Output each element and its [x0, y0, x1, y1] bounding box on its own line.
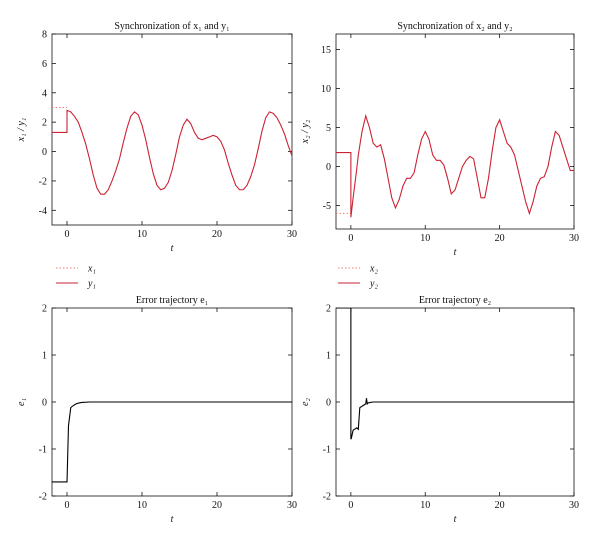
chart-panel-3: 0 10 20 30 -2 -1 0 1 2 Error trajectory e₁ t e₁ — [16, 295, 297, 525]
x-tick-label: 10 — [420, 500, 430, 511]
y-tick-label: -2 — [323, 492, 331, 503]
x-tick-label: 30 — [569, 233, 579, 244]
x-tick-label: 30 — [569, 500, 579, 511]
y-tick-label: 2 — [326, 304, 331, 315]
chart-title: Synchronization of x₂ and y₂ — [397, 21, 512, 32]
y-tick-label: 0 — [326, 162, 331, 173]
x-tick-label: 20 — [212, 500, 222, 511]
legend-label: y₁ — [87, 279, 96, 290]
y-tick-label: -2 — [39, 176, 47, 187]
chart-panel-4: 0 10 20 30 -2 -1 0 1 2 Error trajectory e₂ t e₂ — [300, 295, 579, 525]
x-tick-label: 10 — [420, 233, 430, 244]
legend-label: x₂ — [369, 264, 378, 275]
y-tick-label: 0 — [326, 398, 331, 409]
x-tick-label: 20 — [212, 229, 222, 240]
y-tick-label: 8 — [42, 30, 47, 41]
x-axis-label: t — [171, 243, 174, 254]
y-tick-label: 2 — [42, 118, 47, 129]
y-tick-label: -4 — [39, 206, 47, 217]
x-tick-label: 20 — [495, 233, 505, 244]
plot-frame — [51, 33, 293, 226]
x-tick-label: 10 — [137, 500, 147, 511]
y-tick-label: 15 — [321, 45, 331, 56]
y-axis-label: x₁ / y₁ — [16, 118, 27, 143]
y-tick-label: 10 — [321, 84, 331, 95]
chart-title: Error trajectory e₂ — [419, 295, 491, 306]
y-tick-label: -5 — [323, 201, 331, 212]
x-tick-label: 30 — [287, 229, 297, 240]
plot-frame — [335, 33, 575, 230]
series-line-e₂ — [336, 308, 574, 440]
y-axis-label: e₁ — [16, 398, 27, 406]
y-tick-label: 5 — [326, 123, 331, 134]
y-tick-label: -1 — [323, 445, 331, 456]
x-tick-label: 10 — [137, 229, 147, 240]
y-tick-label: 0 — [42, 398, 47, 409]
x-tick-label: 0 — [65, 229, 70, 240]
y-tick-label: 2 — [42, 304, 47, 315]
x-axis-label: t — [454, 247, 457, 258]
y-tick-label: 1 — [326, 351, 331, 362]
y-tick-label: 0 — [42, 147, 47, 158]
legend-label: y₂ — [369, 279, 378, 290]
y-tick-label: -2 — [39, 492, 47, 503]
x-tick-label: 0 — [348, 233, 353, 244]
x-tick-label: 0 — [348, 500, 353, 511]
y-tick-label: -1 — [39, 445, 47, 456]
x-tick-label: 0 — [65, 500, 70, 511]
y-axis-label: e₂ — [300, 398, 311, 406]
x-axis-label: t — [171, 514, 174, 525]
y-axis-label: x₂ / y₂ — [300, 119, 311, 144]
series-line-y₂ — [336, 113, 574, 218]
chart-title: Synchronization of x₁ and y₁ — [114, 21, 229, 32]
chart-panel-1: 0 10 20 30 -4 -2 0 2 4 6 8 Synchronization of x₁ an… — [16, 21, 297, 290]
y-tick-label: 4 — [42, 88, 47, 99]
chart-title: Error trajectory e₁ — [136, 295, 208, 306]
chart-panel-2: 0 10 20 30 -5 0 5 10 15 Synchronization of x₂ and… — [300, 21, 579, 290]
y-tick-label: 6 — [42, 59, 47, 70]
x-axis-label: t — [454, 514, 457, 525]
y-tick-label: 1 — [42, 351, 47, 362]
series-line-y₁ — [52, 109, 292, 195]
legend-label: x₁ — [87, 264, 96, 275]
x-tick-label: 20 — [495, 500, 505, 511]
x-tick-label: 30 — [287, 500, 297, 511]
series-line-e₁ — [52, 401, 292, 483]
